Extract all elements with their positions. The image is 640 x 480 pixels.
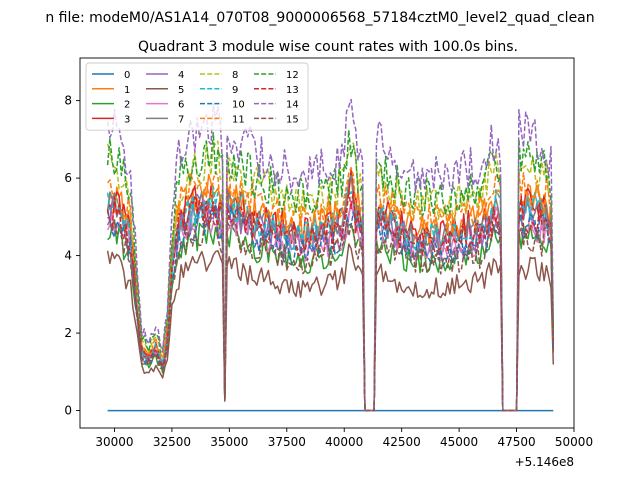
- chart-suptitle: n file: modeM0/AS1A14_070T08_9000006568_…: [45, 10, 594, 26]
- legend-label-0: 0: [124, 70, 130, 81]
- legend-label-11: 11: [232, 114, 245, 125]
- legend-label-1: 1: [124, 85, 130, 96]
- legend-label-13: 13: [286, 85, 299, 96]
- x-offset-label: +5.146e8: [515, 455, 574, 469]
- x-tick-label: 37500: [268, 435, 306, 449]
- legend-label-9: 9: [232, 85, 238, 96]
- series-line-8: [106, 140, 555, 412]
- series-line-12: [106, 129, 555, 412]
- series-line-15: [107, 216, 555, 412]
- legend-label-10: 10: [232, 100, 245, 111]
- x-tick-label: 50000: [555, 435, 593, 449]
- series-layer: [106, 98, 555, 412]
- series-line-9: [106, 185, 555, 412]
- y-tick-label: 6: [64, 171, 72, 185]
- x-tick-label: 35000: [210, 435, 248, 449]
- legend-label-8: 8: [232, 70, 238, 81]
- series-line-11: [107, 166, 555, 412]
- legend-box: [85, 62, 309, 131]
- legend-label-5: 5: [178, 85, 184, 96]
- legend-label-6: 6: [178, 100, 184, 111]
- legend-label-15: 15: [286, 114, 299, 125]
- chart-title: Quadrant 3 module wise count rates with …: [138, 39, 518, 55]
- legend-label-7: 7: [178, 114, 184, 125]
- x-tick-label: 30000: [95, 435, 133, 449]
- x-tick-label: 40000: [325, 435, 363, 449]
- x-tick-label: 42500: [383, 435, 421, 449]
- legend-label-4: 4: [178, 70, 184, 81]
- y-tick-label: 4: [64, 249, 72, 263]
- legend-label-12: 12: [286, 70, 299, 81]
- series-line-5: [106, 243, 555, 412]
- y-tick-label: 0: [64, 404, 72, 418]
- axes-layer: 30000 32500 35000 37500 40000 42500 45000 47500…: [64, 94, 593, 449]
- x-tick-label: 45000: [440, 435, 478, 449]
- x-tick-label: 32500: [153, 435, 191, 449]
- legend-label-14: 14: [286, 100, 299, 111]
- y-tick-label: 8: [64, 94, 72, 108]
- x-tick-label: 47500: [497, 435, 535, 449]
- series-line-14: [106, 98, 555, 412]
- y-tick-label: 2: [64, 326, 72, 340]
- series-line-13: [106, 189, 555, 412]
- legend-label-3: 3: [124, 114, 130, 125]
- plot-frame: [79, 57, 575, 429]
- legend-label-2: 2: [124, 100, 130, 111]
